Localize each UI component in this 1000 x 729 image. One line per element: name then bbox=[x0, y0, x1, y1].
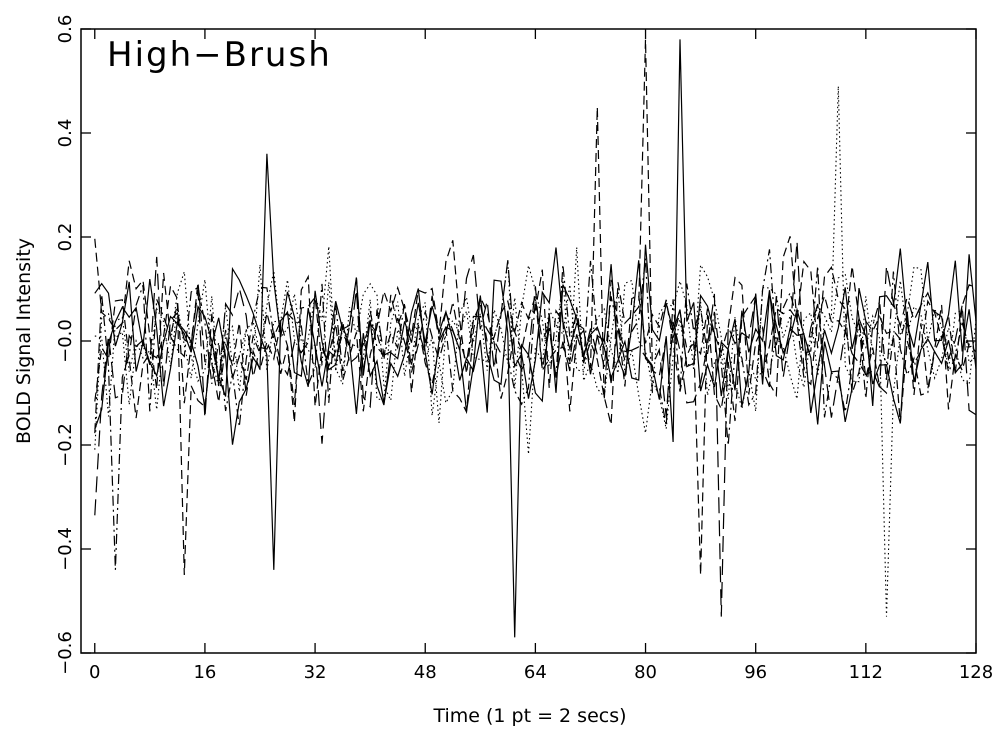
y-axis-title: BOLD Signal Intensity bbox=[13, 238, 35, 444]
series-layer bbox=[94, 39, 977, 638]
x-tick-label: 112 bbox=[849, 662, 883, 683]
x-tick-label: 96 bbox=[744, 662, 767, 683]
x-tick-label: 128 bbox=[959, 662, 993, 683]
x-tick-label: 80 bbox=[634, 662, 657, 683]
y-tick-label: −0.4 bbox=[55, 527, 76, 571]
y-tick-label: 0.4 bbox=[55, 119, 76, 148]
x-tick-label: 48 bbox=[414, 662, 437, 683]
y-tick-label: 0.2 bbox=[55, 223, 76, 252]
x-tick-label: 64 bbox=[524, 662, 547, 683]
series-line bbox=[94, 241, 977, 617]
plot-frame bbox=[80, 28, 977, 654]
series-line bbox=[94, 246, 977, 617]
x-axis-title: Time (1 pt = 2 secs) bbox=[432, 705, 626, 727]
x-tick-label: 16 bbox=[193, 662, 216, 683]
series-line bbox=[94, 39, 977, 576]
series-line bbox=[94, 39, 977, 445]
x-tick-label: 32 bbox=[304, 662, 327, 683]
series-line bbox=[94, 244, 977, 638]
y-tick-label: −0.2 bbox=[55, 423, 76, 467]
y-tick-label: −0.6 bbox=[55, 631, 76, 675]
series-line bbox=[94, 86, 977, 455]
y-tick-label: −0.0 bbox=[55, 319, 76, 363]
series-line bbox=[94, 249, 977, 570]
y-tick-label: 0.6 bbox=[55, 15, 76, 44]
chart-title: High−Brush bbox=[107, 35, 332, 75]
x-tick-label: 0 bbox=[89, 662, 100, 683]
ticks-layer: 0 16 32 48 64 80 96 112 128 −0.6 −0.4 −0.2 −0.0 0.2 0.… bbox=[55, 15, 993, 683]
